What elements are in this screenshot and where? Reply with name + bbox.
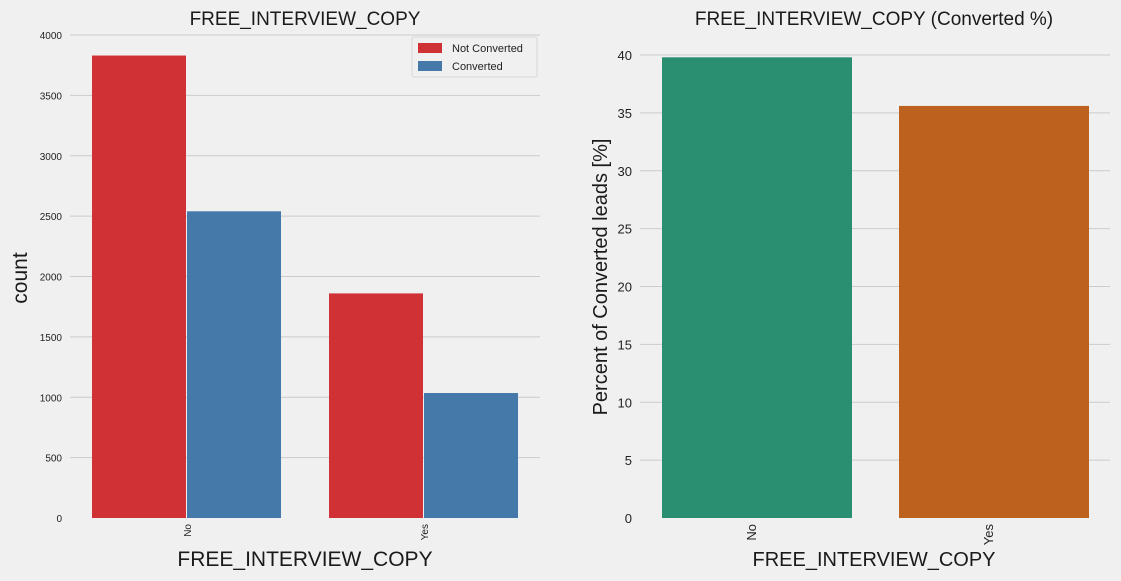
legend-swatch-not-converted bbox=[418, 43, 442, 53]
x-tick-label: No bbox=[183, 524, 194, 537]
y-tick-label: 3000 bbox=[40, 152, 63, 163]
y-tick-label: 15 bbox=[618, 337, 632, 352]
right-y-axis-label: Percent of Converted leads [%] bbox=[590, 139, 612, 416]
left-legend: Not Converted Converted bbox=[411, 36, 538, 78]
y-tick-label: 30 bbox=[618, 164, 632, 179]
legend-frame bbox=[411, 36, 538, 78]
x-tick-label: No bbox=[744, 524, 759, 541]
left-bars bbox=[92, 55, 518, 519]
y-tick-label: 0 bbox=[625, 511, 632, 526]
y-tick-label: 10 bbox=[618, 395, 632, 410]
left-x-tick-labels: No Yes bbox=[183, 524, 431, 541]
legend-label-converted: Converted bbox=[452, 61, 503, 73]
y-tick-label: 5 bbox=[625, 453, 632, 468]
left-chart-title: FREE_INTERVIEW_COPY bbox=[190, 9, 421, 30]
left-y-tick-labels: 0 500 1000 1500 2000 2500 3000 3500 4000 bbox=[40, 31, 63, 525]
right-x-tick-labels: No Yes bbox=[744, 524, 996, 546]
y-tick-label: 2000 bbox=[40, 273, 63, 284]
right-chart: 0 5 10 15 20 25 30 35 40 No Yes FREE_INTERVIEW_CO… bbox=[590, 9, 1110, 571]
bar-converted-yes bbox=[424, 393, 518, 518]
left-x-axis-label: FREE_INTERVIEW_COPY bbox=[177, 548, 432, 571]
y-tick-label: 1500 bbox=[40, 333, 63, 344]
y-tick-label: 2500 bbox=[40, 212, 63, 223]
bar-percent-yes bbox=[899, 105, 1089, 519]
y-tick-label: 3500 bbox=[40, 91, 63, 102]
bar-not-converted-yes bbox=[329, 293, 423, 518]
right-bars bbox=[662, 57, 1089, 519]
legend-swatch-converted bbox=[418, 61, 442, 71]
bar-converted-no bbox=[187, 211, 281, 519]
right-chart-title: FREE_INTERVIEW_COPY (Converted %) bbox=[695, 9, 1053, 30]
y-tick-label: 1000 bbox=[40, 393, 63, 404]
legend-label-not-converted: Not Converted bbox=[452, 43, 523, 55]
right-y-tick-labels: 0 5 10 15 20 25 30 35 40 bbox=[618, 48, 632, 526]
left-y-axis-label: count bbox=[9, 252, 32, 304]
y-tick-label: 40 bbox=[618, 48, 632, 63]
bar-percent-no bbox=[662, 57, 852, 518]
x-tick-label: Yes bbox=[420, 524, 431, 540]
bar-not-converted-no bbox=[92, 55, 186, 519]
y-tick-label: 25 bbox=[618, 222, 632, 237]
left-chart: 0 500 1000 1500 2000 2500 3000 3500 4000 No Yes F… bbox=[9, 9, 540, 571]
y-tick-label: 20 bbox=[618, 280, 632, 295]
y-tick-label: 500 bbox=[45, 454, 62, 465]
y-tick-label: 35 bbox=[618, 106, 632, 121]
y-tick-label: 4000 bbox=[40, 31, 63, 42]
right-x-axis-label: FREE_INTERVIEW_COPY bbox=[752, 549, 995, 571]
x-tick-label: Yes bbox=[981, 524, 996, 546]
y-tick-label: 0 bbox=[56, 514, 62, 525]
